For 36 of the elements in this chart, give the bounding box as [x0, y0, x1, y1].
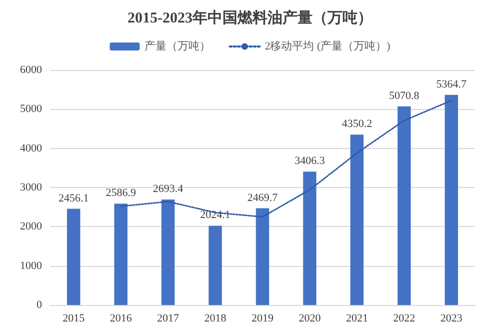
y-tick-label: 5000 [20, 103, 42, 116]
data-label: 2469.7 [247, 192, 278, 204]
x-tick-label: 2016 [110, 312, 132, 324]
y-tick-label: 4000 [20, 142, 42, 154]
x-tick-label: 2023 [440, 312, 463, 324]
y-tick-label: 6000 [20, 64, 42, 76]
x-tick-label: 2019 [252, 312, 274, 324]
data-label: 3406.3 [294, 155, 326, 168]
bar [161, 200, 175, 305]
bar [350, 134, 364, 305]
data-label: 2586.9 [106, 187, 136, 200]
legend-label: 产量（万吨） [144, 40, 211, 52]
chart-title: 2015-2023年中国燃料油产量（万吨） [128, 10, 372, 26]
bar [208, 226, 222, 305]
data-label: 5364.7 [436, 78, 468, 90]
x-tick-label: 2022 [393, 312, 416, 324]
data-label: 4350.2 [342, 118, 372, 130]
bar [67, 208, 80, 305]
bar [398, 106, 411, 305]
y-tick-label: 0 [36, 299, 42, 311]
x-tick-label: 2021 [346, 312, 368, 324]
y-tick-label: 3000 [20, 182, 42, 194]
data-label: 2456.1 [58, 192, 89, 204]
x-tick-label: 2018 [204, 312, 227, 324]
x-tick-label: 2015 [62, 312, 86, 324]
y-tick-label: 2000 [20, 220, 42, 233]
y-tick-label: 1000 [20, 260, 42, 272]
bar [303, 172, 316, 305]
bar [444, 94, 458, 305]
x-tick-label: 2017 [157, 312, 180, 324]
bar [114, 204, 128, 305]
data-label: 2693.4 [152, 183, 184, 196]
bar [256, 208, 270, 305]
legend-label: 2移动平均 (产量（万吨）) [264, 40, 391, 52]
x-tick-label: 2020 [298, 312, 322, 324]
data-label: 5070.8 [389, 90, 420, 102]
